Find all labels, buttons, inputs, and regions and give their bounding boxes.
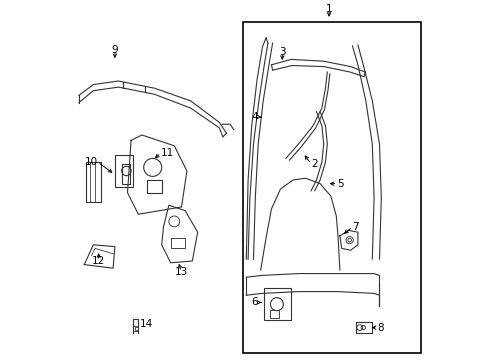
- Bar: [355, 322, 371, 333]
- Text: 10: 10: [84, 157, 98, 167]
- Text: 3: 3: [279, 47, 285, 57]
- Text: 1: 1: [325, 4, 332, 14]
- Bar: [86, 162, 101, 202]
- Bar: [170, 238, 185, 248]
- Text: 12: 12: [92, 256, 105, 266]
- Bar: [264, 288, 291, 320]
- Text: 4: 4: [251, 112, 258, 122]
- Bar: [242, 22, 420, 353]
- Text: 14: 14: [140, 319, 153, 329]
- Text: 2: 2: [310, 159, 317, 169]
- Text: 8: 8: [377, 323, 384, 333]
- Bar: [115, 155, 133, 187]
- Text: 5: 5: [337, 179, 343, 189]
- Bar: [134, 327, 137, 330]
- Text: 9: 9: [111, 45, 118, 55]
- Bar: [269, 310, 278, 318]
- Text: 6: 6: [251, 297, 258, 307]
- Bar: [147, 180, 162, 193]
- Text: 7: 7: [352, 222, 358, 232]
- Text: 13: 13: [175, 267, 188, 277]
- Text: 11: 11: [161, 148, 174, 158]
- Bar: [122, 164, 130, 184]
